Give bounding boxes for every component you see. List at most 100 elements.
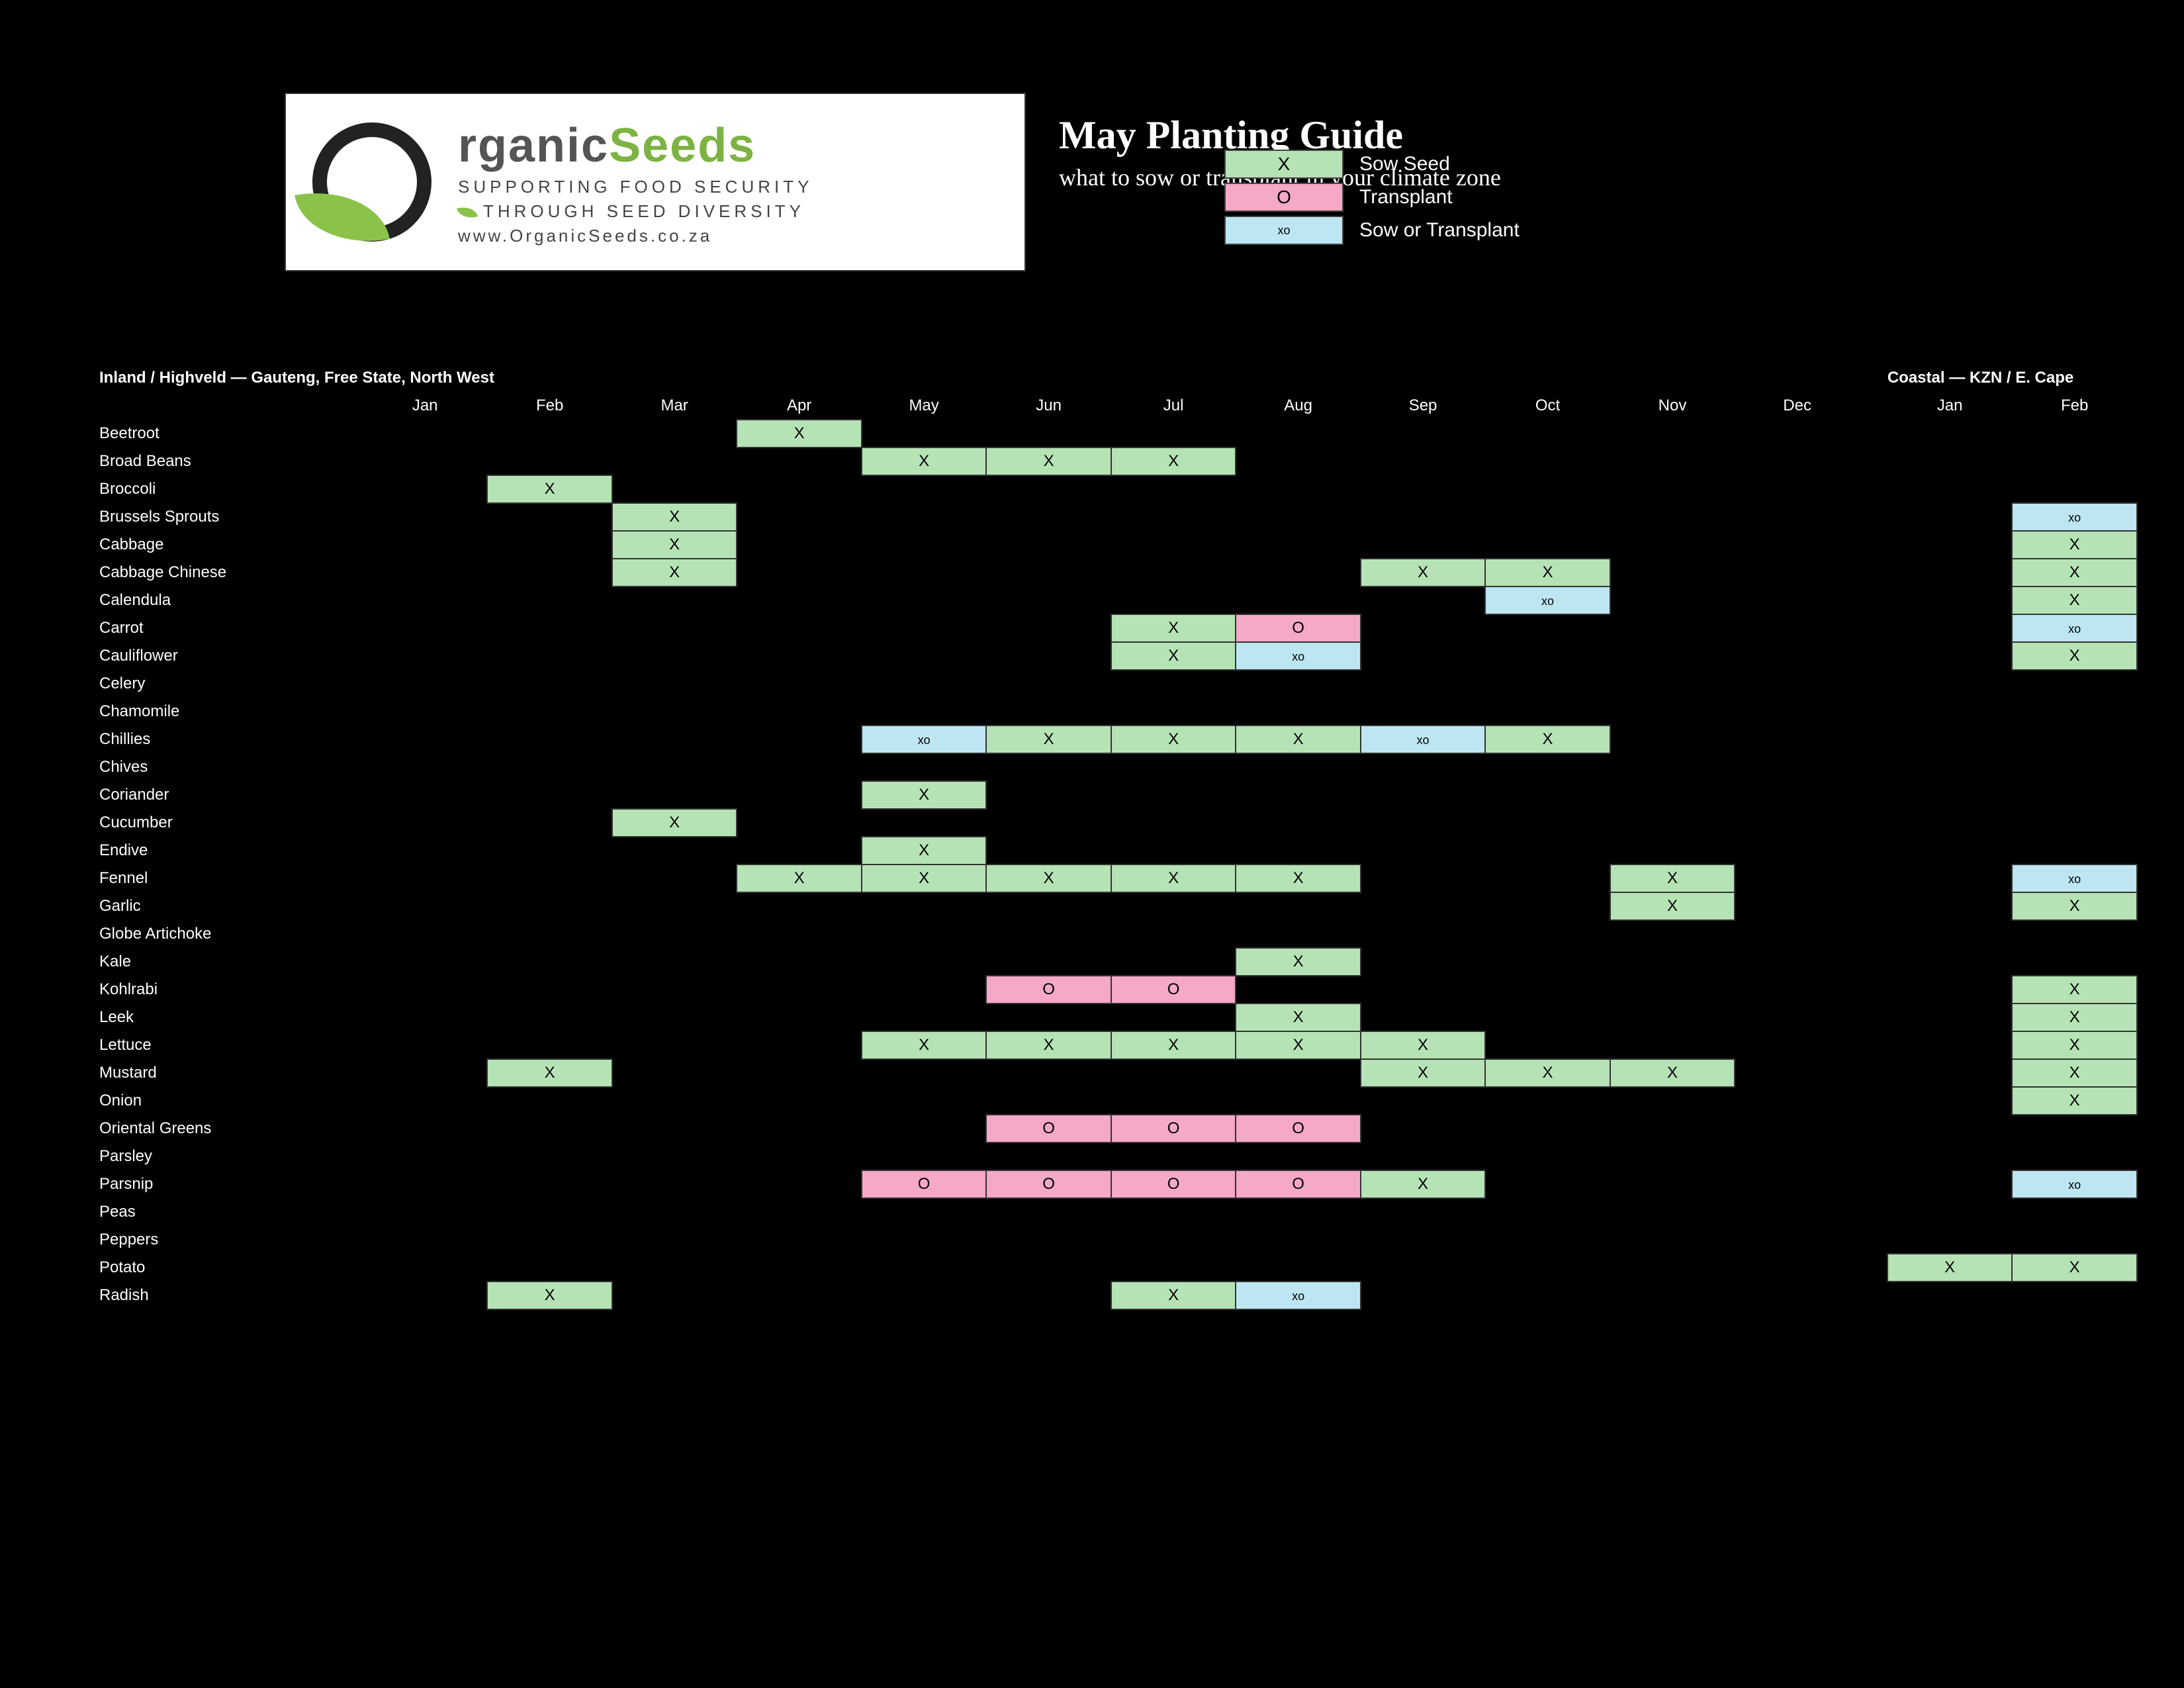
cal-cell — [737, 781, 861, 809]
cal-cell: X — [986, 865, 1111, 892]
cal-cell — [1610, 1087, 1735, 1115]
cal-cell — [612, 420, 737, 447]
planting-grid: Inland / Highveld — Gauteng, Free State,… — [99, 364, 2138, 1310]
cal-cell: X — [1485, 559, 1610, 586]
cal-cell — [737, 1282, 861, 1309]
veg-name: Broad Beans — [99, 447, 363, 475]
cal-cell — [862, 503, 986, 531]
month-header: May — [862, 392, 986, 420]
cal-cell — [1361, 586, 1485, 614]
cal-cell — [1735, 948, 1860, 976]
cal-cell — [2012, 753, 2137, 781]
cal-cell — [2012, 475, 2137, 503]
cal-cell — [1610, 642, 1735, 670]
veg-name: Globe Artichoke — [99, 920, 363, 948]
cal-cell — [1111, 892, 1236, 920]
cal-cell — [1610, 809, 1735, 837]
cal-cell — [862, 809, 986, 837]
cal-cell — [1485, 1143, 1610, 1170]
cal-cell — [1735, 809, 1860, 837]
cal-cell: X — [1111, 447, 1236, 475]
cal-cell — [612, 1254, 737, 1282]
cal-cell — [2012, 1282, 2137, 1309]
cal-cell — [363, 642, 487, 670]
cal-cell — [1236, 1143, 1360, 1170]
cal-cell — [862, 586, 986, 614]
cal-cell — [487, 1254, 612, 1282]
cal-cell: X — [1236, 1004, 1360, 1031]
cal-cell — [1236, 698, 1360, 726]
cal-cell — [737, 1226, 861, 1254]
cal-cell: X — [862, 865, 986, 892]
cal-cell — [1485, 1254, 1610, 1282]
cal-cell — [1361, 447, 1485, 475]
cal-cell — [1236, 559, 1360, 586]
cal-cell: xo — [2012, 865, 2137, 892]
cal-cell — [737, 1170, 861, 1198]
cal-cell — [1236, 892, 1360, 920]
cal-cell — [862, 698, 986, 726]
cal-cell — [737, 1143, 861, 1170]
cal-cell — [1236, 809, 1360, 837]
cal-cell — [612, 920, 737, 948]
cal-cell — [1735, 1170, 1860, 1198]
cal-cell — [487, 892, 612, 920]
cal-cell — [1485, 1226, 1610, 1254]
cal-cell — [1610, 1143, 1735, 1170]
cal-cell — [1111, 531, 1236, 559]
cal-cell: X — [1111, 1282, 1236, 1309]
cal-cell — [1485, 837, 1610, 865]
cal-cell — [1610, 753, 1735, 781]
cal-cell — [1888, 976, 2012, 1004]
cal-cell — [1361, 531, 1485, 559]
cal-cell: X — [1361, 559, 1485, 586]
cal-cell — [1735, 447, 1860, 475]
cal-cell — [363, 1170, 487, 1198]
cal-cell — [1735, 420, 1860, 447]
veg-name: Cabbage — [99, 531, 363, 559]
cal-cell — [1610, 1254, 1735, 1282]
veg-name: Cabbage Chinese — [99, 559, 363, 586]
cal-cell — [2012, 948, 2137, 976]
cal-cell — [737, 503, 861, 531]
cal-cell — [487, 1143, 612, 1170]
cal-cell — [363, 865, 487, 892]
cal-cell — [487, 1198, 612, 1226]
cal-cell — [1888, 920, 2012, 948]
cal-cell — [612, 1143, 737, 1170]
cal-cell: X — [1361, 1059, 1485, 1087]
cal-cell — [1735, 865, 1860, 892]
cal-cell — [1361, 1087, 1485, 1115]
cal-cell — [1111, 586, 1236, 614]
cal-cell — [2012, 1115, 2137, 1143]
veg-name: Potato — [99, 1254, 363, 1282]
cal-cell — [487, 642, 612, 670]
cal-cell — [986, 809, 1111, 837]
cal-cell — [2012, 920, 2137, 948]
cal-cell — [1735, 1143, 1860, 1170]
cal-cell: X — [1236, 1031, 1360, 1059]
cal-cell — [1888, 420, 2012, 447]
veg-name: Broccoli — [99, 475, 363, 503]
cal-cell — [737, 531, 861, 559]
cal-cell — [862, 948, 986, 976]
cal-cell — [1888, 1087, 2012, 1115]
cal-cell: X — [1610, 865, 1735, 892]
cal-cell — [737, 475, 861, 503]
cal-cell — [1361, 1115, 1485, 1143]
cal-cell — [1485, 892, 1610, 920]
cal-cell — [1361, 670, 1485, 698]
cal-cell: O — [1236, 614, 1360, 642]
cal-cell — [2012, 726, 2137, 753]
cal-cell — [1735, 1198, 1860, 1226]
cal-cell — [487, 726, 612, 753]
veg-name: Endive — [99, 837, 363, 865]
region-inland-title: Inland / Highveld — Gauteng, Free State,… — [99, 364, 1860, 392]
veg-name: Parsley — [99, 1143, 363, 1170]
cal-cell — [986, 1059, 1111, 1087]
cal-cell — [1735, 1115, 1860, 1143]
cal-cell — [1735, 976, 1860, 1004]
cal-cell: X — [2012, 559, 2137, 586]
cal-cell — [612, 1059, 737, 1087]
logo-card: rganicSeeds SUPPORTING FOOD SECURITY THR… — [285, 93, 1026, 271]
